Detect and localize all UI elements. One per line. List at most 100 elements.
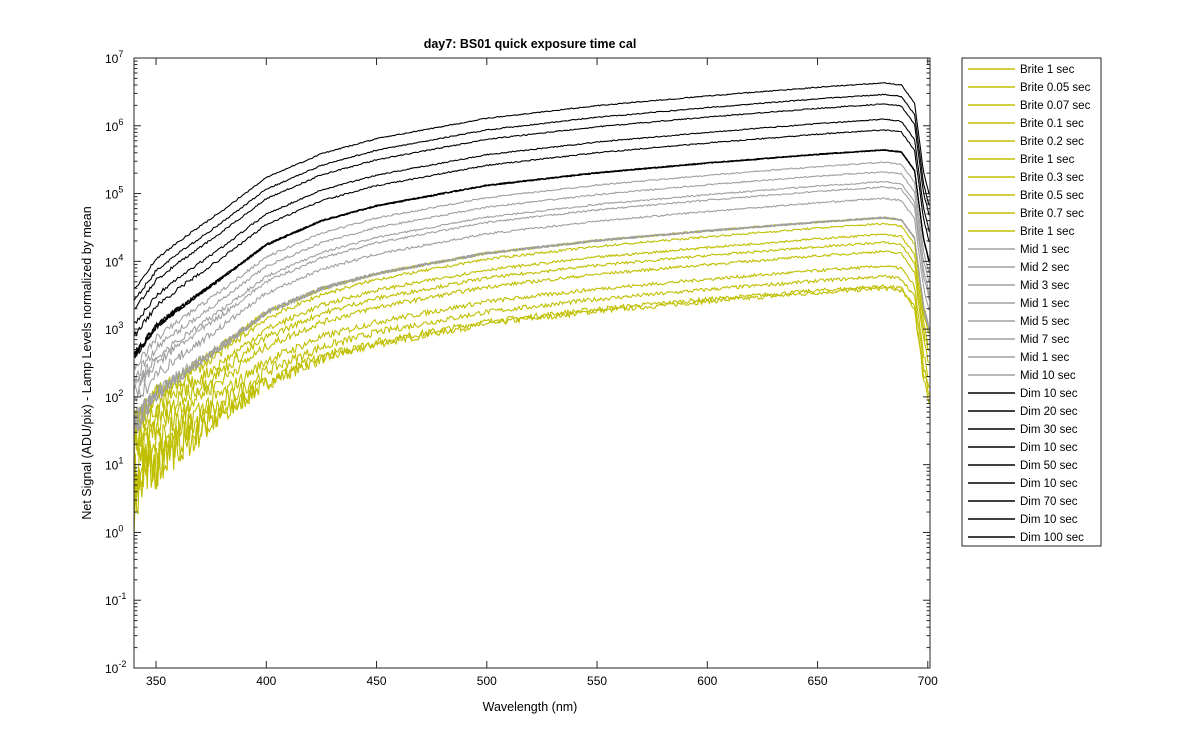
x-tick-label: 350 <box>146 674 166 688</box>
legend-label: Mid 5 sec <box>1020 316 1069 328</box>
x-axis-label: Wavelength (nm) <box>483 700 578 714</box>
legend-item[interactable]: Mid 1 sec <box>968 244 1069 256</box>
y-tick-label: 106 <box>105 117 123 134</box>
legend-label: Mid 7 sec <box>1020 334 1069 346</box>
y-tick-label: 105 <box>105 185 123 202</box>
legend-label: Mid 3 sec <box>1020 280 1069 292</box>
legend-item[interactable]: Dim 100 sec <box>968 532 1084 544</box>
legend-item[interactable]: Mid 1 sec <box>968 352 1069 364</box>
plot-frame <box>133 57 931 669</box>
legend-item[interactable]: Brite 0.05 sec <box>968 82 1091 94</box>
series-line-mid <box>133 185 930 396</box>
y-tick-label: 10-1 <box>105 591 126 608</box>
legend-label: Brite 0.2 sec <box>1020 136 1084 148</box>
legend-item[interactable]: Dim 30 sec <box>968 424 1078 436</box>
legend-item[interactable]: Brite 1 sec <box>968 154 1075 166</box>
legend-label: Dim 10 sec <box>1020 442 1078 454</box>
series-line-brite <box>133 283 930 532</box>
series-line-mid <box>133 197 930 403</box>
plot-series <box>133 82 930 542</box>
legend-item[interactable]: Brite 0.2 sec <box>968 136 1084 148</box>
series-line-brite <box>133 240 930 456</box>
x-tick-label: 500 <box>477 674 497 688</box>
x-tick-label: 550 <box>587 674 607 688</box>
y-tick-label: 10-2 <box>105 659 126 676</box>
legend-label: Brite 1 sec <box>1020 64 1075 76</box>
series-line-dim <box>133 93 930 301</box>
legend-label: Brite 0.3 sec <box>1020 172 1084 184</box>
legend-label: Brite 0.05 sec <box>1020 82 1091 94</box>
legend-label: Brite 0.07 sec <box>1020 100 1091 112</box>
legend-label: Brite 1 sec <box>1020 154 1075 166</box>
x-tick-label: 400 <box>256 674 276 688</box>
legend-label: Mid 1 sec <box>1020 352 1069 364</box>
y-tick-label: 100 <box>105 523 123 540</box>
y-tick-label: 103 <box>105 320 123 337</box>
series-line-mid <box>133 171 930 383</box>
series-line-brite <box>133 264 930 500</box>
series-line-brite <box>133 233 930 451</box>
legend-item[interactable]: Mid 1 sec <box>968 298 1069 310</box>
legend-item[interactable]: Mid 2 sec <box>968 262 1069 274</box>
legend-item[interactable]: Dim 10 sec <box>968 478 1078 490</box>
legend[interactable]: Brite 1 sec Brite 0.05 sec Brite 0.07 sec B… <box>961 57 1102 547</box>
series-line-dim <box>133 103 930 310</box>
y-axis-label: Net Signal (ADU/pix) - Lamp Levels norma… <box>80 206 94 519</box>
series-line-dim <box>133 129 930 337</box>
legend-item[interactable]: Mid 10 sec <box>968 370 1076 382</box>
y-tick-label: 102 <box>105 388 123 405</box>
y-tick-label: 107 <box>105 49 123 66</box>
legend-item[interactable]: Mid 5 sec <box>968 316 1069 328</box>
legend-item[interactable]: Brite 0.5 sec <box>968 190 1084 202</box>
series-line-mid <box>133 161 930 371</box>
legend-label: Brite 0.7 sec <box>1020 208 1084 220</box>
series-line-brite <box>133 249 930 462</box>
x-tick-label: 450 <box>367 674 387 688</box>
legend-label: Dim 10 sec <box>1020 478 1078 490</box>
legend-item[interactable]: Brite 0.07 sec <box>968 100 1091 112</box>
series-line-dim <box>133 82 930 289</box>
series-line-mid <box>133 216 930 432</box>
y-tick-label: 101 <box>105 456 123 473</box>
y-axis: 10-2 10-1 100 101 102 103 104 105 106 107 <box>105 49 930 676</box>
legend-item[interactable]: Brite 1 sec <box>968 64 1075 76</box>
y-tick-label: 104 <box>105 252 123 269</box>
legend-label: Dim 10 sec <box>1020 388 1078 400</box>
legend-label: Mid 1 sec <box>1020 298 1069 310</box>
legend-item[interactable]: Brite 1 sec <box>968 226 1075 238</box>
legend-item[interactable]: Mid 3 sec <box>968 280 1069 292</box>
legend-item[interactable]: Dim 10 sec <box>968 514 1078 526</box>
x-tick-label: 600 <box>697 674 717 688</box>
legend-item[interactable]: Dim 50 sec <box>968 460 1078 472</box>
legend-item[interactable]: Brite 0.1 sec <box>968 118 1084 130</box>
x-axis: 350 400 450 500 550 600 650 700 <box>146 58 938 688</box>
legend-item[interactable]: Dim 10 sec <box>968 442 1078 454</box>
legend-label: Brite 0.5 sec <box>1020 190 1084 202</box>
series-line-dim <box>133 149 930 357</box>
legend-item[interactable]: Dim 20 sec <box>968 406 1078 418</box>
series-line-dim <box>133 118 930 325</box>
legend-label: Dim 20 sec <box>1020 406 1078 418</box>
legend-label: Mid 2 sec <box>1020 262 1069 274</box>
legend-label: Dim 70 sec <box>1020 496 1078 508</box>
x-tick-label: 650 <box>808 674 828 688</box>
legend-label: Dim 100 sec <box>1020 532 1084 544</box>
legend-item[interactable]: Dim 70 sec <box>968 496 1078 508</box>
series-line-mid <box>133 180 930 389</box>
legend-item[interactable]: Dim 10 sec <box>968 388 1078 400</box>
x-tick-label: 700 <box>918 674 938 688</box>
legend-label: Mid 10 sec <box>1020 370 1076 382</box>
legend-label: Mid 1 sec <box>1020 244 1069 256</box>
series-line-brite <box>133 274 930 504</box>
legend-item[interactable]: Mid 7 sec <box>968 334 1069 346</box>
legend-label: Dim 50 sec <box>1020 460 1078 472</box>
legend-label: Brite 1 sec <box>1020 226 1075 238</box>
legend-item[interactable]: Brite 0.3 sec <box>968 172 1084 184</box>
chart-title: day7: BS01 quick exposure time cal <box>424 37 637 51</box>
legend-label: Dim 10 sec <box>1020 514 1078 526</box>
legend-label: Brite 0.1 sec <box>1020 118 1084 130</box>
legend-item[interactable]: Brite 0.7 sec <box>968 208 1084 220</box>
series-line-brite <box>133 222 930 435</box>
legend-label: Dim 30 sec <box>1020 424 1078 436</box>
